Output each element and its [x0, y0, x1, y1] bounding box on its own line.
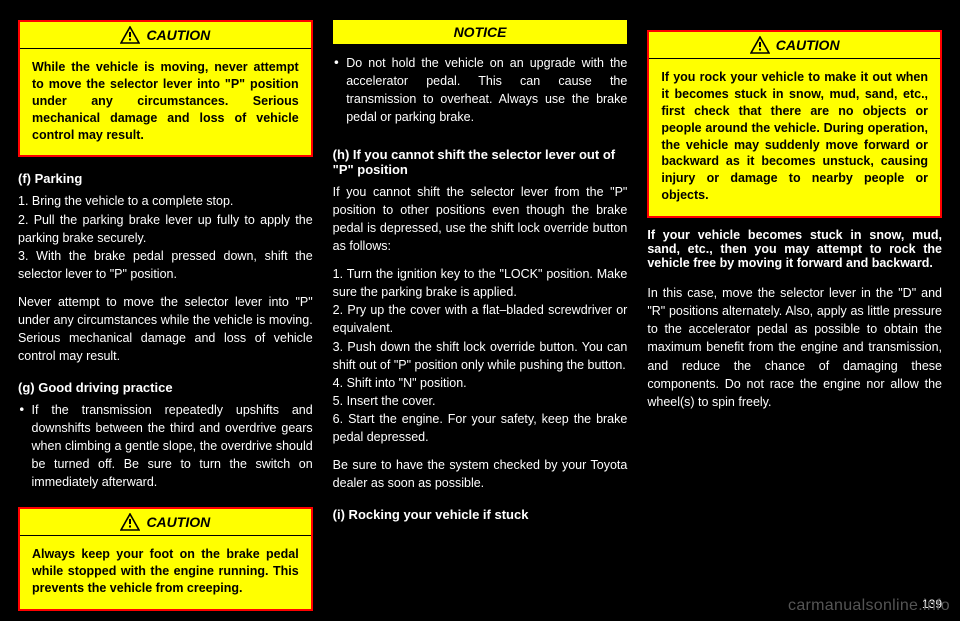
warning-triangle-icon: [120, 513, 140, 531]
good-driving-bullet: • If the transmission repeatedly upshift…: [18, 401, 313, 492]
shift-lock-step-2: 2. Pry up the cover with a flat–bladed s…: [333, 301, 628, 337]
warning-triangle-icon: [120, 26, 140, 44]
heading-text: (h) If you cannot shift the selector lev…: [333, 147, 615, 177]
notice-title: NOTICE: [333, 20, 628, 44]
shift-lock-closing: Be sure to have the system checked by yo…: [333, 456, 628, 492]
caution-box-brake-pedal: CAUTION Always keep your foot on the bra…: [18, 507, 313, 611]
spacer: [18, 283, 313, 293]
middle-column: NOTICE • Do not hold the vehicle on an u…: [333, 20, 628, 611]
caution-body: If you rock your vehicle to make it out …: [649, 59, 940, 216]
parking-note: Never attempt to move the selector lever…: [18, 293, 313, 366]
spacer: [333, 44, 628, 54]
shift-lock-step-4: 4. Shift into "N" position.: [333, 374, 628, 392]
caution-box-rocking: CAUTION If you rock your vehicle to make…: [647, 30, 942, 218]
shift-lock-step-3: 3. Push down the shift lock override but…: [333, 338, 628, 374]
caution-header: CAUTION: [20, 22, 311, 49]
heading-parking: (f) Parking: [18, 171, 313, 186]
shift-lock-intro: If you cannot shift the selector lever f…: [333, 183, 628, 256]
caution-header: CAUTION: [649, 32, 940, 59]
bullet-icon: •: [18, 401, 26, 492]
shift-lock-step-1: 1. Turn the ignition key to the "LOCK" p…: [333, 265, 628, 301]
caution-body: While the vehicle is moving, never attem…: [20, 49, 311, 155]
spacer: [333, 446, 628, 456]
rocking-para: In this case, move the selector lever in…: [647, 284, 942, 411]
caution-label: CAUTION: [146, 514, 210, 530]
spacer: [18, 497, 313, 507]
caution-label: CAUTION: [776, 37, 840, 53]
spacer: [647, 20, 942, 30]
left-column: CAUTION While the vehicle is moving, nev…: [18, 20, 313, 611]
watermark-text: carmanualsonline.info: [788, 597, 950, 615]
heading-shift-lock: (h) If you cannot shift the selector lev…: [333, 147, 628, 177]
warning-triangle-icon: [750, 36, 770, 54]
bullet-text: Do not hold the vehicle on an upgrade wi…: [346, 54, 627, 127]
bullet-icon: •: [333, 54, 341, 127]
shift-lock-step-5: 5. Insert the cover.: [333, 392, 628, 410]
parking-step-1: 1. Bring the vehicle to a complete stop.: [18, 192, 313, 210]
shift-lock-step-6: 6. Start the engine. For your safety, ke…: [333, 410, 628, 446]
caution-box-parking-shift: CAUTION While the vehicle is moving, nev…: [18, 20, 313, 157]
right-column: CAUTION If you rock your vehicle to make…: [647, 20, 942, 611]
spacer: [647, 218, 942, 228]
parking-step-2: 2. Pull the parking brake lever up fully…: [18, 211, 313, 247]
bullet-text: If the transmission repeatedly upshifts …: [32, 401, 313, 492]
rocking-lead: If your vehicle becomes stuck in snow, m…: [647, 228, 942, 270]
caution-header: CAUTION: [20, 509, 311, 536]
spacer: [647, 274, 942, 284]
heading-good-driving: (g) Good driving practice: [18, 380, 313, 395]
manual-page: CAUTION While the vehicle is moving, nev…: [0, 0, 960, 621]
spacer: [333, 255, 628, 265]
heading-rocking: (i) Rocking your vehicle if stuck: [333, 507, 628, 522]
caution-label: CAUTION: [146, 27, 210, 43]
caution-body: Always keep your foot on the brake pedal…: [20, 536, 311, 609]
notice-bullet: • Do not hold the vehicle on an upgrade …: [333, 54, 628, 127]
parking-step-3: 3. With the brake pedal pressed down, sh…: [18, 247, 313, 283]
